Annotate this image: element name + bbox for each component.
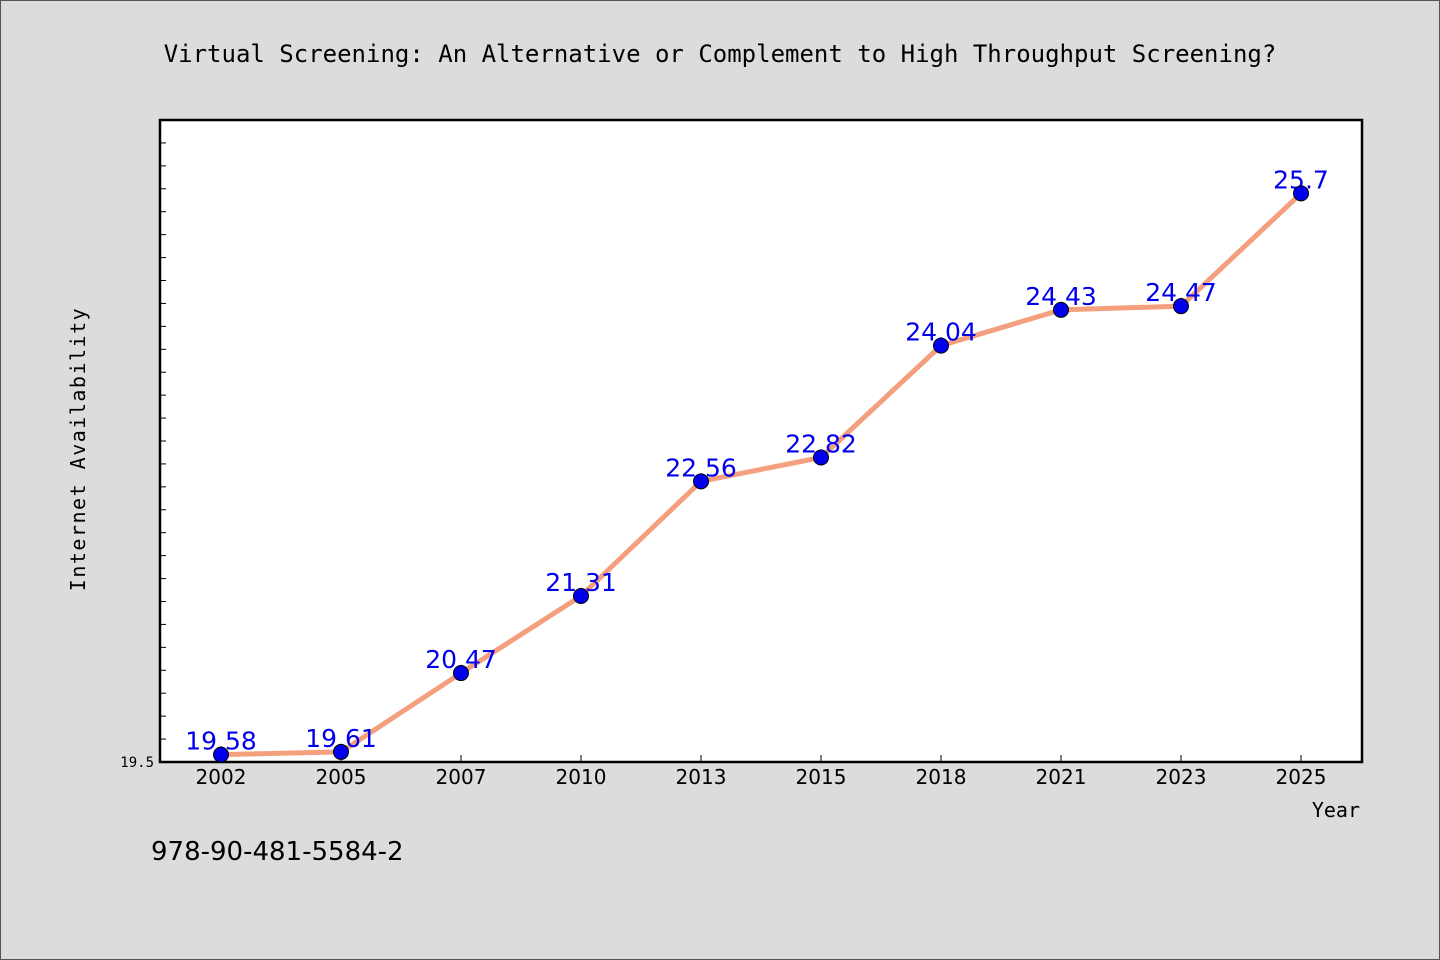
data-point bbox=[453, 665, 469, 682]
y-axis-label: Internet Availability bbox=[66, 307, 90, 591]
x-axis-label: Year bbox=[1312, 798, 1360, 822]
series-layer: 19.58 19.6120.4721.3122.5622.8224.0424.43… bbox=[185, 165, 1329, 763]
data-point bbox=[333, 743, 349, 760]
data-point bbox=[813, 449, 829, 466]
data-point bbox=[1053, 301, 1069, 318]
isbn-text: 978-90-481-5584-2 bbox=[151, 837, 404, 867]
x-tick-label: 2018 bbox=[916, 765, 967, 789]
data-point bbox=[933, 337, 949, 354]
x-tick-label: 2010 bbox=[556, 765, 607, 789]
data-point bbox=[1173, 298, 1189, 315]
data-point bbox=[213, 746, 229, 763]
x-tick-label: 2025 bbox=[1276, 765, 1327, 789]
x-tick-label: 2023 bbox=[1156, 765, 1207, 789]
series-line bbox=[218, 190, 1304, 758]
chart-title: Virtual Screening: An Alternative or Com… bbox=[164, 40, 1277, 68]
x-axis-ticks: 2002 2005 2007 2010 2013 2015 2018 2021 2023 2025 bbox=[196, 755, 1327, 789]
x-tick-label: 2002 bbox=[196, 765, 247, 789]
y-tick-label: 19.5 bbox=[120, 755, 154, 771]
data-point bbox=[693, 473, 709, 490]
x-tick-label: 2013 bbox=[676, 765, 727, 789]
y-axis-ticks: 19.5 bbox=[120, 142, 166, 771]
x-tick-label: 2005 bbox=[316, 765, 367, 789]
x-tick-label: 2021 bbox=[1036, 765, 1087, 789]
x-tick-label: 2007 bbox=[436, 765, 487, 789]
data-point bbox=[1293, 185, 1309, 202]
x-tick-label: 2015 bbox=[796, 765, 847, 789]
plot-area bbox=[158, 118, 1364, 764]
data-point bbox=[573, 587, 589, 604]
